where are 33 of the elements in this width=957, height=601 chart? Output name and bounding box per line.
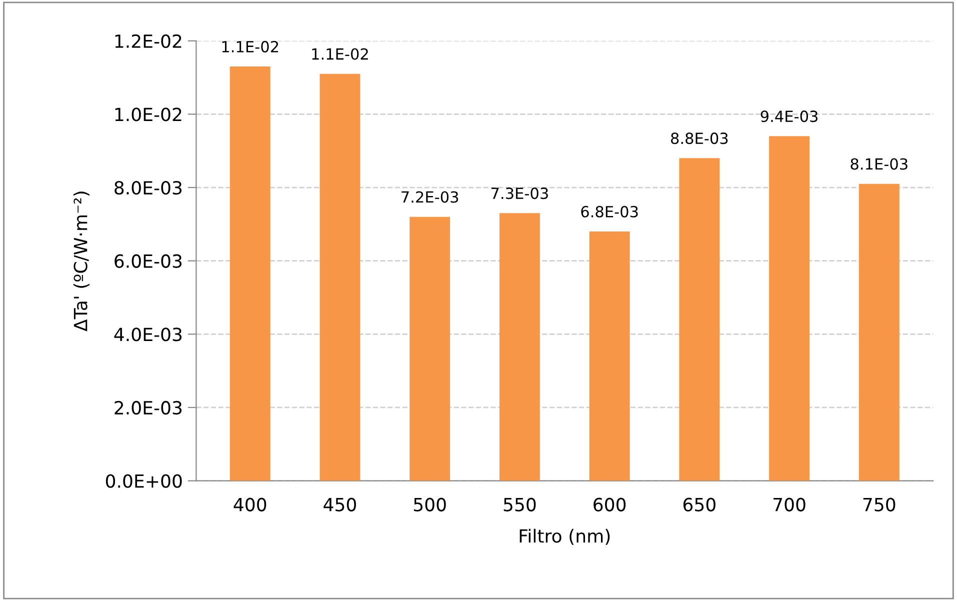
- data-label: 6.8E-03: [581, 206, 638, 218]
- bar: [230, 66, 270, 481]
- y-tick-label: 1.0E-02: [115, 108, 182, 122]
- bar: [410, 216, 450, 481]
- bar: [589, 232, 630, 481]
- bar: [320, 74, 360, 481]
- bar: [769, 136, 810, 481]
- x-tick-label: 400: [234, 498, 266, 512]
- data-label: 9.4E-03: [760, 110, 818, 122]
- y-tick-label: 6.0E-03: [114, 254, 182, 268]
- x-tick-label: 650: [683, 498, 716, 512]
- y-axis-title: ΔTa' (ºC/W·m⁻²): [73, 192, 90, 332]
- y-tick-label: 2.0E-03: [114, 400, 182, 415]
- data-label: 8.8E-03: [671, 132, 728, 144]
- x-tick-label: 450: [324, 498, 356, 512]
- x-tick-label: 700: [774, 498, 806, 512]
- x-tick-label: 500: [414, 498, 446, 512]
- data-label: 8.1E-03: [850, 158, 908, 170]
- y-tick-label: 0.0E+00: [106, 474, 182, 488]
- x-tick-label: 750: [863, 498, 896, 512]
- bar: [499, 213, 540, 481]
- data-label: 1.1E-02: [222, 40, 278, 52]
- x-tick-label: 600: [594, 498, 626, 512]
- data-label: 1.1E-02: [312, 48, 368, 60]
- x-axis-title: Filtro (nm): [520, 528, 610, 545]
- bar: [858, 184, 900, 481]
- bar: [679, 158, 720, 481]
- data-label: 7.3E-03: [492, 188, 548, 200]
- y-tick-label: 1.2E-02: [115, 34, 182, 48]
- data-label: 7.2E-03: [402, 191, 458, 203]
- y-tick-label: 4.0E-03: [114, 328, 182, 342]
- y-tick-label: 8.0E-03: [114, 180, 182, 195]
- x-tick-label: 550: [504, 498, 536, 512]
